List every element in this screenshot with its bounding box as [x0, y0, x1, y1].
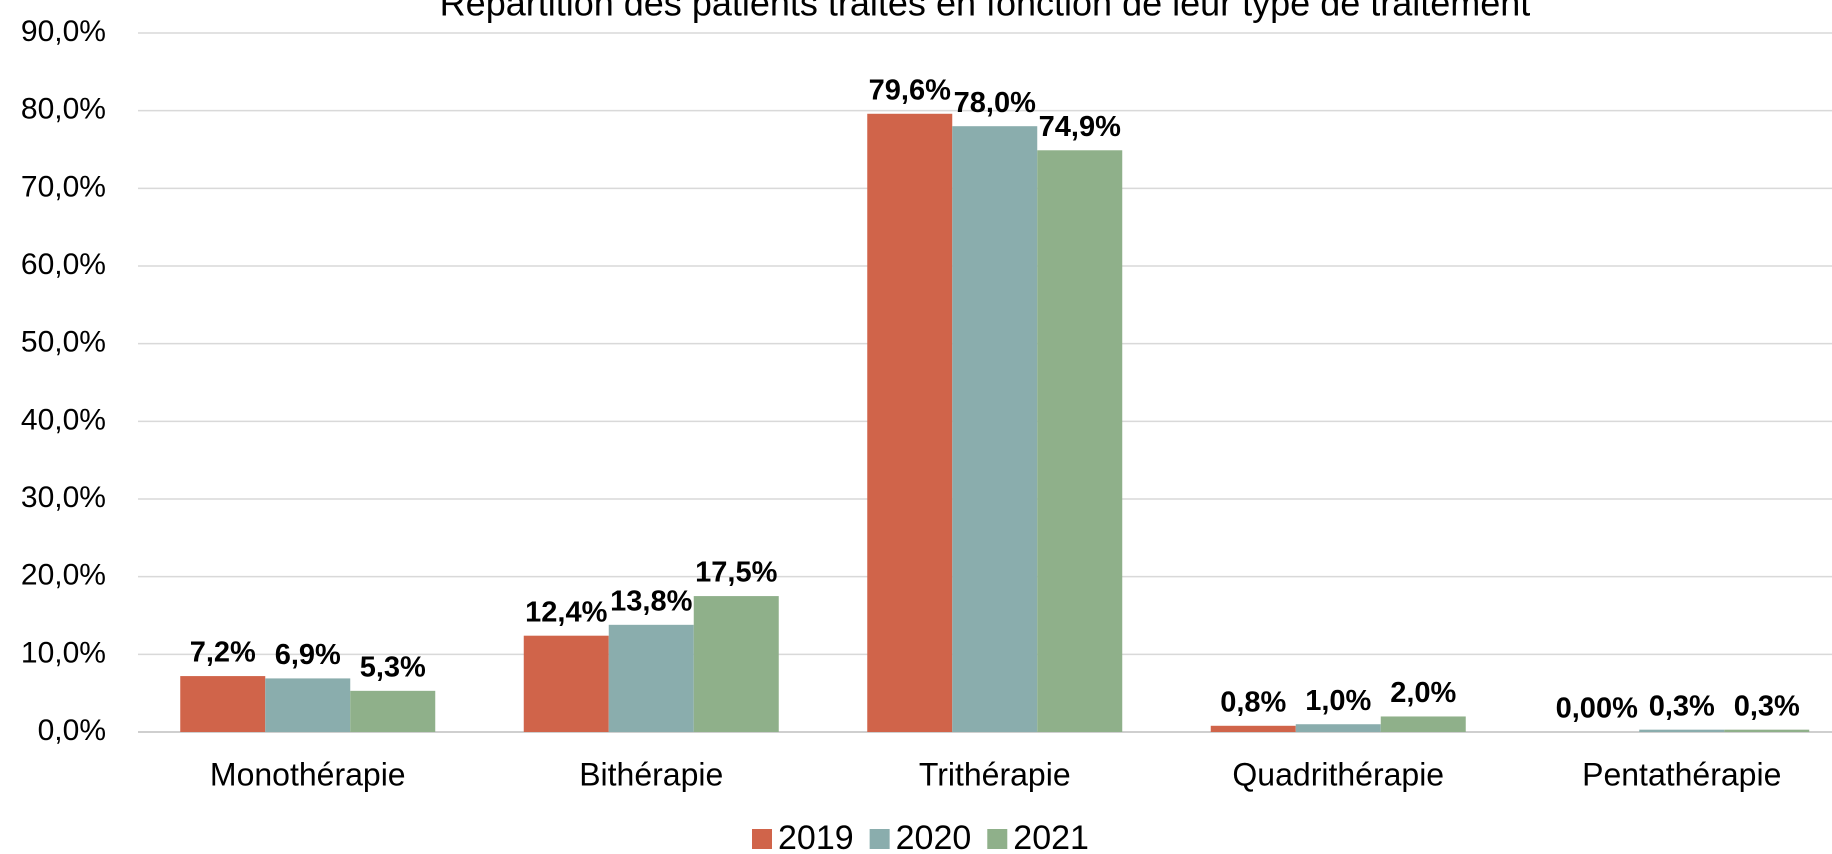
x-tick-label: Bithérapie [579, 756, 723, 792]
y-tick-label: 60,0% [21, 248, 106, 281]
bar [1380, 716, 1466, 732]
data-label: 17,5% [695, 557, 777, 589]
y-tick-label: 50,0% [21, 326, 106, 359]
bar [1210, 725, 1296, 732]
y-tick-label: 70,0% [21, 170, 106, 203]
bar [1639, 729, 1725, 732]
y-tick-label: 0,0% [38, 714, 106, 747]
bar [608, 624, 694, 732]
data-label: 7,2% [190, 637, 256, 669]
bar [523, 635, 609, 732]
bar [1724, 729, 1810, 732]
data-label: 0,3% [1649, 690, 1715, 722]
data-label: 6,9% [275, 639, 341, 671]
x-tick-label: Pentathérapie [1582, 756, 1781, 792]
bar [265, 678, 351, 732]
legend-swatch [987, 829, 1008, 849]
x-tick-label: Monothérapie [210, 756, 406, 792]
data-label: 0,8% [1220, 686, 1286, 718]
y-tick-label: 10,0% [21, 636, 106, 669]
legend-label: 2021 [1013, 819, 1089, 854]
legend-swatch [752, 829, 772, 849]
bar [1295, 724, 1381, 732]
legend-label: 2019 [778, 819, 854, 854]
data-label: 5,3% [360, 651, 426, 683]
data-label: 78,0% [954, 87, 1036, 119]
bar [952, 126, 1038, 732]
bar [180, 676, 266, 732]
data-label: 0,00% [1556, 693, 1638, 725]
y-tick-label: 80,0% [21, 93, 106, 126]
data-label: 0,3% [1734, 690, 1800, 722]
legend-label: 2020 [896, 819, 972, 854]
chart-title: Répartition des patients traités en fonc… [440, 0, 1531, 24]
x-tick-label: Quadrithérapie [1232, 756, 1444, 792]
bar [867, 113, 953, 733]
data-label: 79,6% [869, 74, 951, 106]
bar [693, 596, 779, 732]
y-tick-label: 90,0% [21, 15, 106, 48]
x-tick-label: Trithérapie [919, 756, 1071, 792]
data-label: 1,0% [1305, 685, 1371, 717]
data-label: 74,9% [1039, 111, 1121, 143]
legend-swatch [869, 829, 890, 849]
y-tick-label: 30,0% [21, 481, 106, 514]
data-label: 2,0% [1390, 677, 1456, 709]
y-tick-label: 20,0% [21, 559, 106, 592]
bar [350, 690, 436, 732]
bar [1037, 150, 1123, 732]
data-label: 13,8% [610, 585, 692, 617]
y-tick-label: 40,0% [21, 403, 106, 436]
data-label: 12,4% [525, 596, 607, 628]
